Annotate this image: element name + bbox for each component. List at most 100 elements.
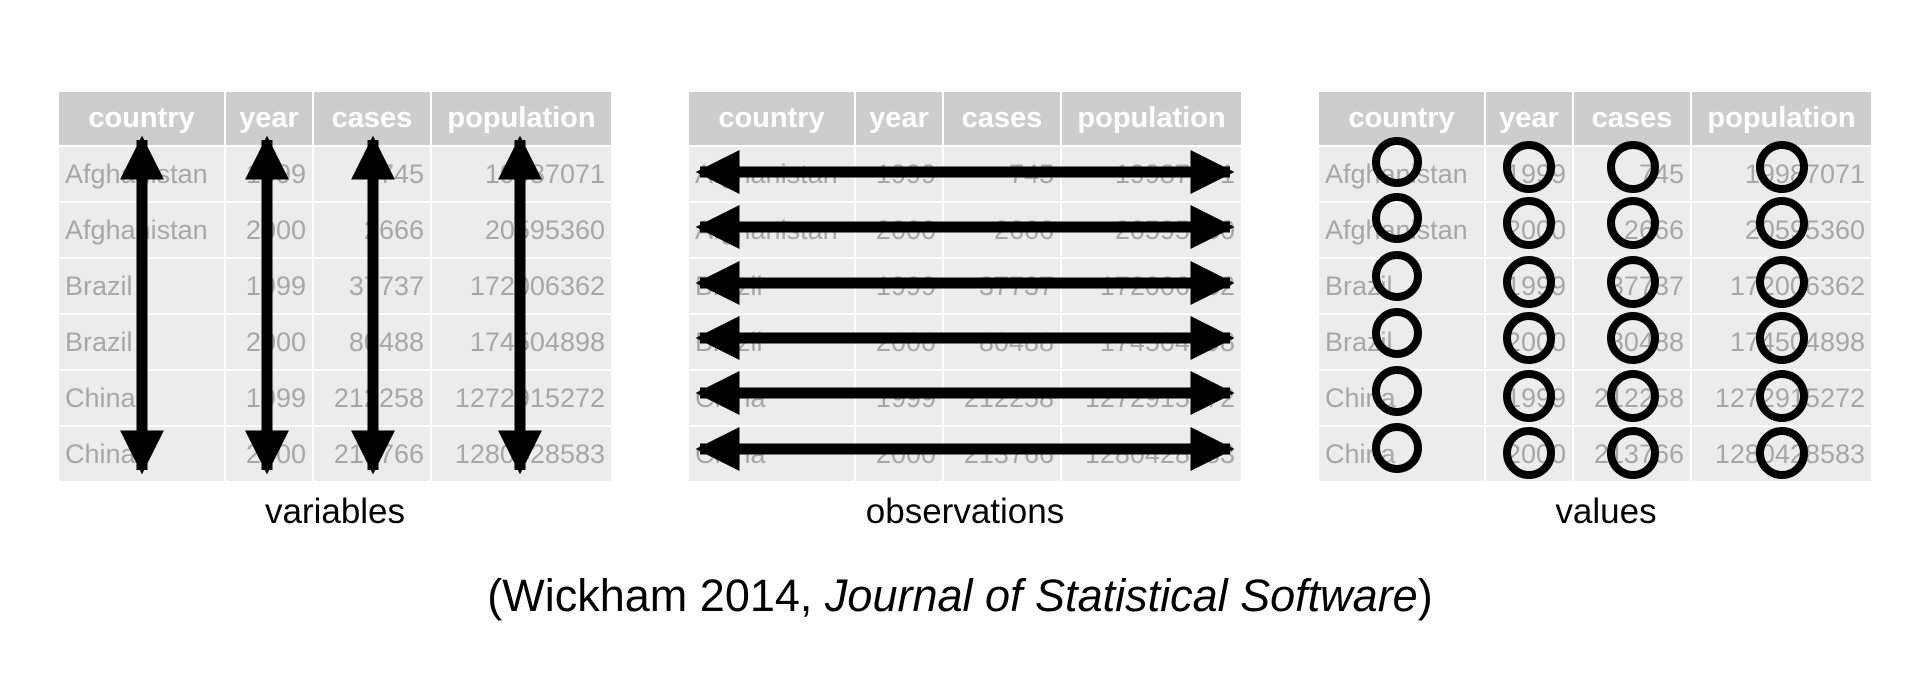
table-cell-year: 2000 [1485, 201, 1574, 258]
table-header-row: country year cases population [1319, 92, 1871, 146]
citation-close: ) [1417, 570, 1433, 621]
column-header-cases: cases [313, 92, 432, 146]
table-cell-country: China [689, 425, 856, 481]
table-cell-cases: 37737 [313, 257, 432, 314]
table-cell-population: 174504898 [1691, 313, 1871, 370]
table-row: Brazil 1999 37737 172006362 [689, 257, 1241, 314]
table-cell-country: Afghanistan [689, 201, 856, 258]
table-cell-country: China [1319, 369, 1486, 426]
table-cell-country: China [59, 369, 226, 426]
column-header-country: country [59, 92, 226, 146]
table-cell-population: 1280428583 [1691, 425, 1871, 481]
table-row: Brazil 2000 80488 174504898 [689, 313, 1241, 370]
table-row: Afghanistan 1999 745 19987071 [59, 145, 611, 202]
table-cell-population: 19987071 [1061, 145, 1241, 202]
table-cell-year: 2000 [1485, 425, 1574, 481]
table-cell-year: 1999 [1485, 257, 1574, 314]
values-label: values [1555, 492, 1657, 531]
column-header-year: year [855, 92, 944, 146]
table-cell-country: Brazil [689, 313, 856, 370]
table-cell-cases: 745 [313, 145, 432, 202]
table-cell-country: Brazil [59, 313, 226, 370]
table-cell-country: Brazil [689, 257, 856, 314]
observations-panel: country year cases population Afghanistan 19… [689, 92, 1241, 481]
table-cell-population: 174504898 [431, 313, 611, 370]
table-cell-country: Afghanistan [1319, 201, 1486, 258]
table-row: Brazil 1999 37737 172006362 [1319, 257, 1871, 314]
table-cell-year: 2000 [855, 313, 944, 370]
table-cell-cases: 213766 [313, 425, 432, 481]
table-cell-population: 1272915272 [431, 369, 611, 426]
table-cell-population: 20595360 [431, 201, 611, 258]
column-header-year: year [225, 92, 314, 146]
table-cell-cases: 212258 [1573, 369, 1692, 426]
table-cell-year: 2000 [225, 425, 314, 481]
table-cell-cases: 80488 [1573, 313, 1692, 370]
table-cell-cases: 213766 [1573, 425, 1692, 481]
table-cell-cases: 2666 [313, 201, 432, 258]
table-cell-country: Brazil [1319, 257, 1486, 314]
citation-journal: Journal of Statistical Software [824, 570, 1418, 621]
table-cell-country: China [1319, 425, 1486, 481]
table-cell-population: 172006362 [1691, 257, 1871, 314]
values-table: country year cases population Afghanistan 19… [1319, 92, 1871, 481]
table-cell-population: 1280428583 [1061, 425, 1241, 481]
table-cell-year: 1999 [855, 369, 944, 426]
table-cell-cases: 212258 [313, 369, 432, 426]
variables-label: variables [264, 492, 406, 531]
table-cell-cases: 2666 [943, 201, 1062, 258]
table-cell-country: Afghanistan [59, 201, 226, 258]
citation-open: (Wickham 2014, [487, 570, 825, 621]
table-row: Afghanistan 2000 2666 20595360 [59, 201, 611, 258]
table-row: Brazil 2000 80488 174504898 [1319, 313, 1871, 370]
table-cell-cases: 745 [1573, 145, 1692, 202]
table-cell-country: Afghanistan [59, 145, 226, 202]
table-cell-year: 2000 [855, 201, 944, 258]
table-row: China 2000 213766 1280428583 [59, 425, 611, 481]
table-cell-country: Brazil [1319, 313, 1486, 370]
table-cell-year: 2000 [225, 313, 314, 370]
table-cell-cases: 2666 [1573, 201, 1692, 258]
observations-label: observations [865, 492, 1065, 531]
table-cell-population: 1272915272 [1061, 369, 1241, 426]
table-cell-cases: 213766 [943, 425, 1062, 481]
values-panel: country year cases population Afghanistan 19… [1319, 92, 1871, 481]
variables-table: country year cases population Afghanistan 19… [59, 92, 611, 481]
table-row: Afghanistan 1999 745 19987071 [689, 145, 1241, 202]
variables-panel: country year cases population Afghanistan 19… [59, 92, 611, 481]
table-cell-cases: 80488 [313, 313, 432, 370]
table-cell-year: 1999 [225, 145, 314, 202]
column-header-year: year [1485, 92, 1574, 146]
table-cell-population: 19987071 [1691, 145, 1871, 202]
table-cell-country: China [59, 425, 226, 481]
table-cell-country: China [689, 369, 856, 426]
table-cell-population: 172006362 [1061, 257, 1241, 314]
table-cell-population: 172006362 [431, 257, 611, 314]
table-cell-cases: 37737 [943, 257, 1062, 314]
table-header-row: country year cases population [59, 92, 611, 146]
table-cell-year: 1999 [1485, 145, 1574, 202]
table-row: China 2000 213766 1280428583 [1319, 425, 1871, 481]
table-row: Afghanistan 2000 2666 20595360 [689, 201, 1241, 258]
table-cell-population: 20595360 [1691, 201, 1871, 258]
table-row: Afghanistan 1999 745 19987071 [1319, 145, 1871, 202]
column-header-cases: cases [943, 92, 1062, 146]
table-cell-country: Afghanistan [689, 145, 856, 202]
table-cell-cases: 37737 [1573, 257, 1692, 314]
column-header-population: population [1061, 92, 1241, 146]
table-cell-population: 1272915272 [1691, 369, 1871, 426]
table-cell-year: 2000 [855, 425, 944, 481]
table-row: Brazil 1999 37737 172006362 [59, 257, 611, 314]
column-header-population: population [1691, 92, 1871, 146]
table-row: China 1999 212258 1272915272 [1319, 369, 1871, 426]
table-row: Brazil 2000 80488 174504898 [59, 313, 611, 370]
table-cell-year: 1999 [855, 257, 944, 314]
table-cell-population: 174504898 [1061, 313, 1241, 370]
column-header-country: country [1319, 92, 1486, 146]
table-cell-year: 2000 [1485, 313, 1574, 370]
table-cell-year: 1999 [855, 145, 944, 202]
table-row: China 1999 212258 1272915272 [689, 369, 1241, 426]
table-row: Afghanistan 2000 2666 20595360 [1319, 201, 1871, 258]
table-cell-country: Brazil [59, 257, 226, 314]
table-cell-cases: 212258 [943, 369, 1062, 426]
